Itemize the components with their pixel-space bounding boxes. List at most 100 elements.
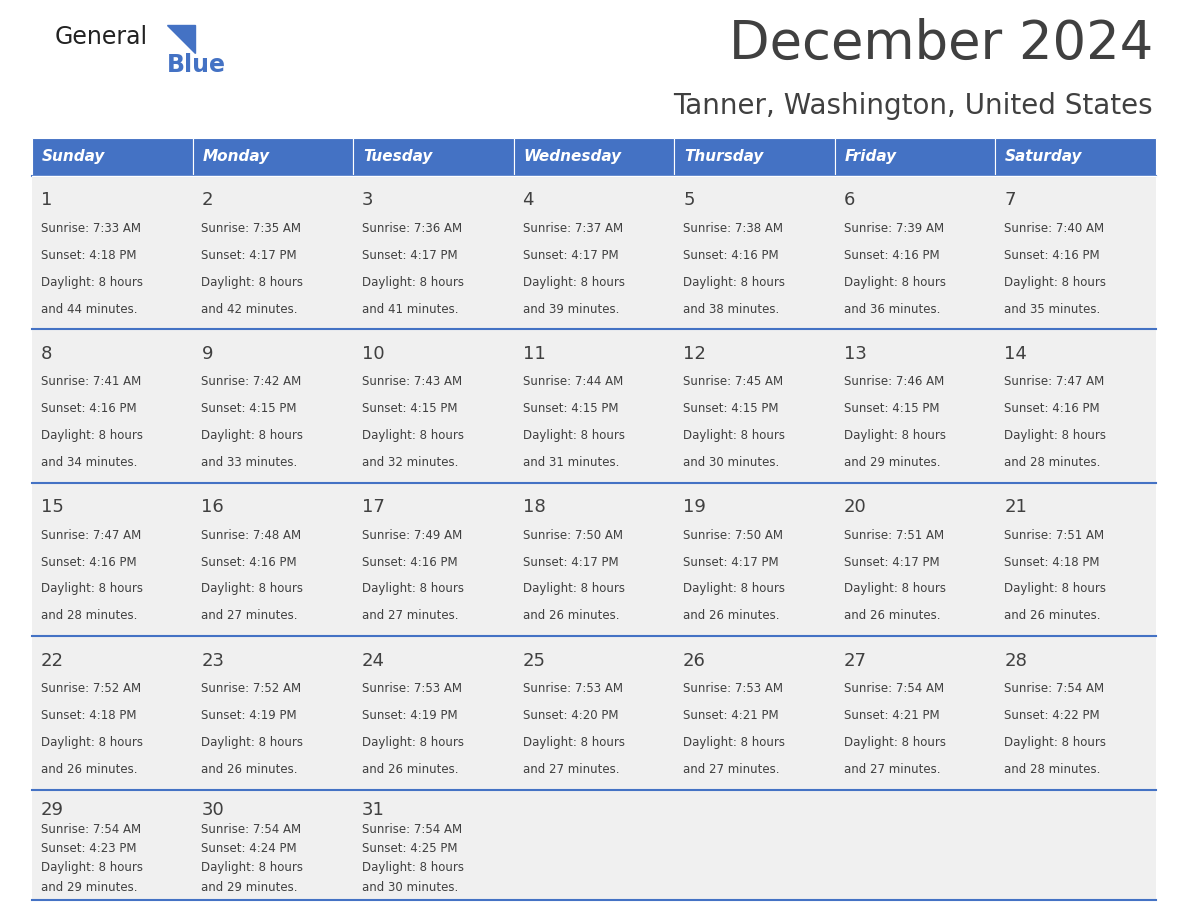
- Text: Sunset: 4:16 PM: Sunset: 4:16 PM: [683, 249, 779, 262]
- Text: 23: 23: [202, 652, 225, 669]
- Text: Sunset: 4:15 PM: Sunset: 4:15 PM: [523, 402, 618, 415]
- Text: Sunset: 4:16 PM: Sunset: 4:16 PM: [362, 555, 457, 568]
- Text: Sunset: 4:15 PM: Sunset: 4:15 PM: [362, 402, 457, 415]
- Text: 1: 1: [40, 191, 52, 209]
- Text: Sunrise: 7:39 AM: Sunrise: 7:39 AM: [843, 222, 943, 235]
- Bar: [996, 483, 1156, 636]
- Text: 18: 18: [523, 498, 545, 516]
- Bar: [835, 483, 996, 636]
- Text: Daylight: 8 hours: Daylight: 8 hours: [362, 583, 465, 596]
- Text: Daylight: 8 hours: Daylight: 8 hours: [202, 736, 303, 749]
- Text: Sunset: 4:19 PM: Sunset: 4:19 PM: [202, 709, 297, 722]
- Text: Sunset: 4:18 PM: Sunset: 4:18 PM: [40, 709, 137, 722]
- Bar: [192, 789, 353, 900]
- Text: 31: 31: [362, 800, 385, 819]
- Text: and 26 minutes.: and 26 minutes.: [40, 763, 138, 776]
- Text: Sunset: 4:19 PM: Sunset: 4:19 PM: [362, 709, 457, 722]
- Text: Sunrise: 7:49 AM: Sunrise: 7:49 AM: [362, 529, 462, 542]
- Text: and 28 minutes.: and 28 minutes.: [1004, 763, 1100, 776]
- Text: and 42 minutes.: and 42 minutes.: [202, 303, 298, 316]
- Bar: [675, 330, 835, 483]
- Text: Sunrise: 7:42 AM: Sunrise: 7:42 AM: [202, 375, 302, 388]
- Text: and 29 minutes.: and 29 minutes.: [40, 880, 138, 893]
- Text: Sunrise: 7:33 AM: Sunrise: 7:33 AM: [40, 222, 141, 235]
- Bar: [675, 176, 835, 330]
- Text: and 27 minutes.: and 27 minutes.: [843, 763, 940, 776]
- Text: and 26 minutes.: and 26 minutes.: [362, 763, 459, 776]
- Text: and 32 minutes.: and 32 minutes.: [362, 456, 459, 469]
- Bar: [32, 483, 192, 636]
- Bar: [835, 330, 996, 483]
- Text: 3: 3: [362, 191, 373, 209]
- Text: 10: 10: [362, 345, 385, 363]
- Text: General: General: [55, 25, 148, 49]
- Text: Sunrise: 7:52 AM: Sunrise: 7:52 AM: [40, 682, 141, 695]
- Text: and 28 minutes.: and 28 minutes.: [40, 610, 137, 622]
- Bar: [192, 483, 353, 636]
- Text: Daylight: 8 hours: Daylight: 8 hours: [683, 275, 785, 288]
- Text: Sunrise: 7:38 AM: Sunrise: 7:38 AM: [683, 222, 783, 235]
- Bar: [996, 636, 1156, 789]
- Text: Tuesday: Tuesday: [362, 150, 432, 164]
- Text: and 44 minutes.: and 44 minutes.: [40, 303, 138, 316]
- Text: 7: 7: [1004, 191, 1016, 209]
- Text: Sunset: 4:17 PM: Sunset: 4:17 PM: [202, 249, 297, 262]
- Text: Sunset: 4:21 PM: Sunset: 4:21 PM: [843, 709, 940, 722]
- Text: Thursday: Thursday: [684, 150, 764, 164]
- Text: 15: 15: [40, 498, 64, 516]
- Text: Sunrise: 7:53 AM: Sunrise: 7:53 AM: [523, 682, 623, 695]
- Text: Sunrise: 7:54 AM: Sunrise: 7:54 AM: [202, 823, 302, 835]
- Bar: [675, 138, 835, 176]
- Text: and 33 minutes.: and 33 minutes.: [202, 456, 298, 469]
- Text: 22: 22: [40, 652, 64, 669]
- Text: Daylight: 8 hours: Daylight: 8 hours: [202, 275, 303, 288]
- Text: and 31 minutes.: and 31 minutes.: [523, 456, 619, 469]
- Bar: [835, 636, 996, 789]
- Text: Sunset: 4:16 PM: Sunset: 4:16 PM: [40, 555, 137, 568]
- Text: 17: 17: [362, 498, 385, 516]
- Text: Sunset: 4:15 PM: Sunset: 4:15 PM: [683, 402, 778, 415]
- Text: 29: 29: [40, 800, 64, 819]
- Text: and 29 minutes.: and 29 minutes.: [202, 880, 298, 893]
- Text: and 41 minutes.: and 41 minutes.: [362, 303, 459, 316]
- Text: Sunrise: 7:50 AM: Sunrise: 7:50 AM: [683, 529, 783, 542]
- Text: and 26 minutes.: and 26 minutes.: [843, 610, 940, 622]
- Bar: [675, 483, 835, 636]
- Text: Daylight: 8 hours: Daylight: 8 hours: [40, 275, 143, 288]
- Text: Sunset: 4:20 PM: Sunset: 4:20 PM: [523, 709, 618, 722]
- Text: Sunset: 4:18 PM: Sunset: 4:18 PM: [40, 249, 137, 262]
- Text: and 28 minutes.: and 28 minutes.: [1004, 456, 1100, 469]
- Text: 11: 11: [523, 345, 545, 363]
- Text: Sunrise: 7:50 AM: Sunrise: 7:50 AM: [523, 529, 623, 542]
- Text: 26: 26: [683, 652, 706, 669]
- Bar: [192, 138, 353, 176]
- Text: Sunrise: 7:54 AM: Sunrise: 7:54 AM: [1004, 682, 1105, 695]
- Text: 9: 9: [202, 345, 213, 363]
- Text: Sunrise: 7:47 AM: Sunrise: 7:47 AM: [40, 529, 141, 542]
- Text: Daylight: 8 hours: Daylight: 8 hours: [523, 275, 625, 288]
- Text: and 26 minutes.: and 26 minutes.: [1004, 610, 1101, 622]
- Polygon shape: [168, 25, 195, 53]
- Bar: [835, 138, 996, 176]
- Text: 24: 24: [362, 652, 385, 669]
- Bar: [192, 330, 353, 483]
- Text: Sunrise: 7:54 AM: Sunrise: 7:54 AM: [362, 823, 462, 835]
- Text: 6: 6: [843, 191, 855, 209]
- Bar: [996, 789, 1156, 900]
- Text: Daylight: 8 hours: Daylight: 8 hours: [362, 275, 465, 288]
- Text: Sunrise: 7:51 AM: Sunrise: 7:51 AM: [843, 529, 943, 542]
- Text: Daylight: 8 hours: Daylight: 8 hours: [843, 583, 946, 596]
- Text: and 29 minutes.: and 29 minutes.: [843, 456, 940, 469]
- Text: and 27 minutes.: and 27 minutes.: [683, 763, 779, 776]
- Text: Blue: Blue: [168, 53, 226, 77]
- Text: Wednesday: Wednesday: [524, 150, 621, 164]
- Text: Daylight: 8 hours: Daylight: 8 hours: [683, 583, 785, 596]
- Bar: [513, 176, 675, 330]
- Text: Sunset: 4:25 PM: Sunset: 4:25 PM: [362, 842, 457, 855]
- Bar: [32, 176, 192, 330]
- Text: Daylight: 8 hours: Daylight: 8 hours: [843, 275, 946, 288]
- Bar: [513, 330, 675, 483]
- Text: and 35 minutes.: and 35 minutes.: [1004, 303, 1100, 316]
- Text: Sunday: Sunday: [42, 150, 105, 164]
- Text: Sunset: 4:15 PM: Sunset: 4:15 PM: [843, 402, 940, 415]
